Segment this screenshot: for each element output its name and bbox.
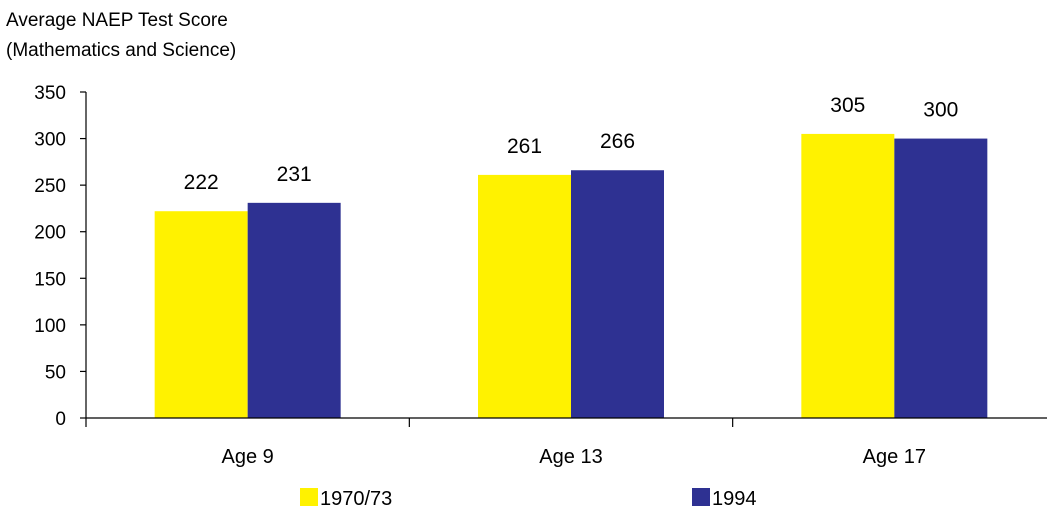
legend: 1970/73 1994 bbox=[300, 488, 757, 510]
plot-area: 222 261 305 231 266 300 0 50 100 150 200 250 300 350 A… bbox=[34, 83, 1047, 468]
y-tick-label: 0 bbox=[55, 409, 66, 430]
x-category-label: Age 13 bbox=[539, 446, 602, 468]
y-tick-label: 200 bbox=[34, 223, 66, 244]
data-label: 261 bbox=[507, 135, 542, 158]
data-label: 222 bbox=[184, 171, 219, 194]
bar-1970-73-age-13 bbox=[478, 174, 571, 418]
y-tick-label: 150 bbox=[34, 269, 66, 290]
legend-label: 1970/73 bbox=[320, 488, 392, 510]
y-axis-title-line-2: (Mathematics and Science) bbox=[6, 40, 236, 61]
bar-1970-73-age-9 bbox=[154, 211, 248, 418]
legend-swatch bbox=[300, 488, 318, 506]
data-label: 231 bbox=[277, 163, 312, 186]
y-tick-label: 100 bbox=[34, 316, 66, 337]
y-tick-label: 250 bbox=[34, 176, 66, 197]
bar-1970-73-age-17 bbox=[801, 133, 895, 418]
legend-swatch bbox=[692, 488, 710, 506]
y-axis-title-line-1: Average NAEP Test Score bbox=[6, 10, 228, 31]
x-category-label: Age 17 bbox=[863, 446, 926, 468]
y-tick-label: 350 bbox=[34, 83, 66, 104]
data-label: 300 bbox=[923, 99, 958, 122]
bar-1994-age-17 bbox=[894, 138, 988, 419]
bar-1994-age-9 bbox=[247, 202, 341, 418]
data-label: 305 bbox=[830, 94, 865, 117]
x-category-label: Age 9 bbox=[222, 446, 274, 468]
legend-label: 1994 bbox=[712, 488, 757, 510]
data-label: 266 bbox=[600, 130, 635, 153]
y-tick-label: 50 bbox=[45, 362, 66, 383]
bar-1994-age-13 bbox=[571, 170, 664, 418]
y-tick-label: 300 bbox=[34, 130, 66, 151]
